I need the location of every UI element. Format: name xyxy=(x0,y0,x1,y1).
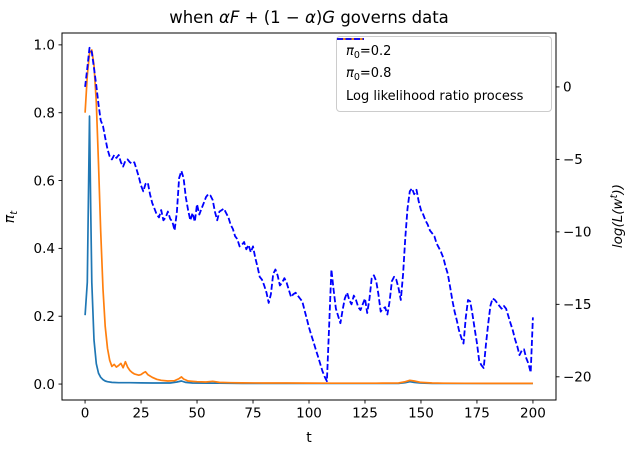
plot-series xyxy=(84,46,534,385)
y-tick-label-right: −5 xyxy=(563,152,583,168)
y-tick-label-left: 0.6 xyxy=(34,173,55,189)
y-tick-label-left: 1.0 xyxy=(34,38,55,54)
legend-item-llr: Log likelihood ratio process xyxy=(337,38,542,105)
series-llr xyxy=(84,46,534,383)
x-tick-label: 200 xyxy=(520,406,546,422)
x-tick-label: 125 xyxy=(352,406,378,422)
y-tick-label-right: 0 xyxy=(563,80,572,96)
legend-label: Log likelihood ratio process xyxy=(346,89,524,105)
y-axis-label-left: πt xyxy=(2,210,20,223)
legend: π0=0.2 π0=0.8 Log likelihood ratio proce… xyxy=(336,36,552,112)
y-axis-label-right: log(L(wt)) xyxy=(609,184,626,248)
legend-label: π0=0.2 xyxy=(346,43,392,61)
legend-item-pi0-02: π0=0.2 xyxy=(337,38,542,61)
chart-title: when αF + (1 − α)G governs data xyxy=(169,8,449,27)
x-tick-label: 100 xyxy=(296,406,322,422)
x-tick-label: 75 xyxy=(244,406,261,422)
legend-label: π0=0.8 xyxy=(346,66,392,84)
y-tick-label-right: −10 xyxy=(563,225,592,241)
x-axis-label: t xyxy=(306,430,312,446)
series-pi0-08 xyxy=(84,49,533,385)
axis-ticks: 0 25 50 75 100 125 150 175 200 0.0 0.2 0.4 0.6 0.8 1.0… xyxy=(34,38,592,422)
y-tick-label-right: −20 xyxy=(563,370,592,386)
x-tick-label: 25 xyxy=(132,406,149,422)
dashed-line-swatch-blue xyxy=(337,38,364,40)
y-tick-label-left: 0.0 xyxy=(34,377,55,393)
legend-item-pi0-08: π0=0.8 xyxy=(337,38,542,84)
series-pi0-02 xyxy=(84,115,533,385)
x-tick-label: 50 xyxy=(188,406,205,422)
x-tick-label: 175 xyxy=(464,406,490,422)
y-tick-label-left: 0.2 xyxy=(34,309,55,325)
y-tick-label-right: −15 xyxy=(563,297,592,313)
x-tick-label: 150 xyxy=(408,406,434,422)
y-tick-label-left: 0.8 xyxy=(34,106,55,122)
x-tick-label: 0 xyxy=(81,406,90,422)
y-tick-label-left: 0.4 xyxy=(34,241,55,257)
